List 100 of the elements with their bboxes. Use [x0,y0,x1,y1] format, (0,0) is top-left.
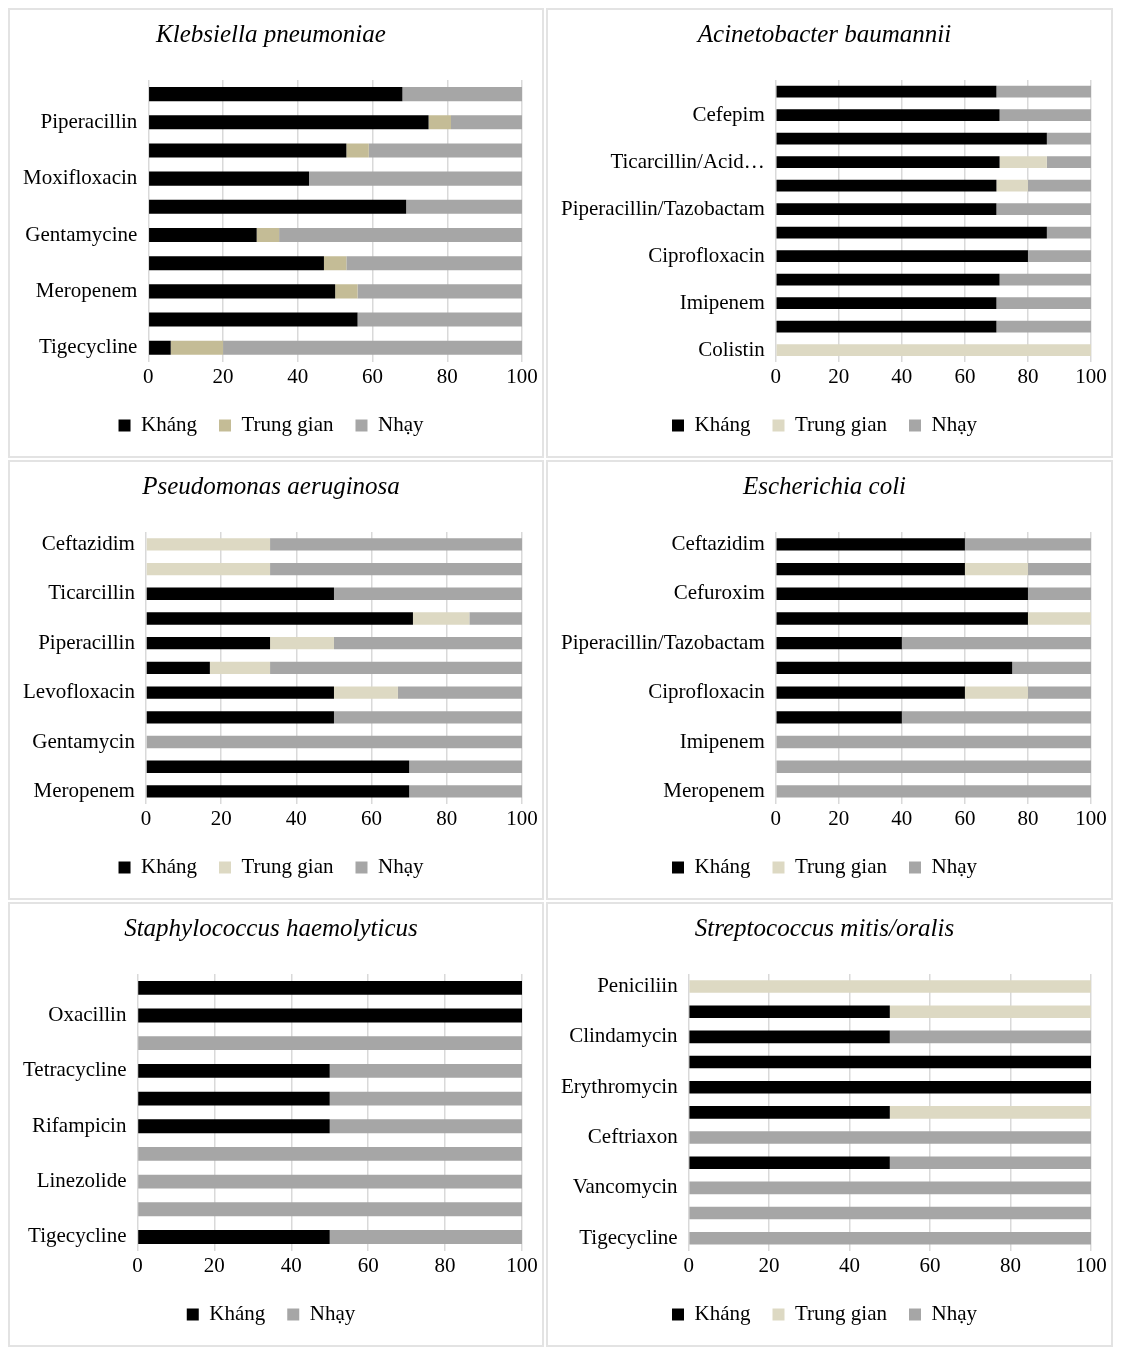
y-tick-label: Vancomycin [572,1174,679,1199]
y-tick-label: Oxacillin [48,1002,127,1027]
y-tick-label: Piperacillin/Tazobactam [560,629,765,654]
x-tick-label: 0 [143,363,154,388]
bar [146,562,271,576]
bar [451,115,522,130]
x-tick-label: 100 [506,805,538,830]
legend-label: Kháng [141,412,198,437]
y-tick-label: Erythromycin [561,1073,679,1098]
y-tick-label: Moxifloxacin [23,165,138,190]
y-tick-label: Tigecycline [28,1223,127,1248]
bar [357,312,522,327]
y-tick-label: Ceftazidim [41,530,135,555]
bar [270,562,522,576]
x-tick-label: 80 [436,805,458,830]
bar [409,785,522,798]
bar [776,273,1000,286]
chart-title: Staphylococcus haemolyticus [124,913,418,941]
y-tick-label: Linezolide [36,1168,127,1193]
bar [776,320,997,333]
bar [146,538,271,551]
bar [776,637,902,650]
bar [1012,661,1091,675]
chart-title: Pseudomonas aeruginosa [141,471,400,499]
bar [412,612,470,625]
chart-title: Streptococcus mitis/oralis [694,913,955,941]
bar [776,785,1091,798]
bar [776,109,1000,122]
bar [996,320,1091,333]
bar [397,686,522,699]
y-tick-label: Ciprofloxacin [648,679,766,704]
x-tick-label: 20 [212,363,234,388]
bar [776,735,1091,749]
y-tick-label: Tetracycline [22,1057,127,1082]
bar [776,661,1013,675]
bar [776,587,1028,600]
bar [346,256,522,271]
bar [776,562,965,576]
bar [1027,612,1091,625]
bar [1027,686,1091,699]
x-tick-label: 60 [919,1252,941,1277]
bar [776,711,902,724]
x-tick-label: 0 [140,805,152,830]
bar [901,637,1091,650]
y-tick-label: Ceftazidim [671,530,765,555]
legend-label: Trung gian [795,1301,888,1326]
bar [333,637,522,650]
bar [149,199,407,214]
bar [270,538,522,551]
x-tick-label: 20 [210,805,232,830]
bar [776,297,997,309]
y-tick-label: Levofloxacin [23,679,136,704]
chart-title: Acinetobacter baumannii [695,19,952,47]
legend-label: Nhạy [309,1301,356,1326]
bar [996,297,1091,309]
bar [149,312,358,327]
y-tick-label: Ceftriaxon [587,1124,679,1149]
x-tick-label: 40 [839,1252,861,1277]
bar [402,87,522,102]
y-tick-label: Imipenem [679,728,765,753]
y-tick-label: Tigecycline [579,1224,678,1249]
legend-label: Kháng [694,412,752,437]
bar [146,711,334,724]
legend-label: Trung gian [241,412,334,437]
y-tick-label: Tigecycline [38,334,138,359]
bar [146,612,413,625]
bar [1046,226,1091,239]
legend-label: Trung gian [241,854,334,879]
bar [149,256,324,271]
bar [146,686,334,699]
bar [776,179,997,192]
bar [776,156,1000,169]
x-tick-label: 60 [361,805,383,830]
bar [776,203,997,216]
legend-label: Nhạy [377,854,424,879]
x-tick-label: 80 [434,1252,456,1277]
chart-title: Escherichia coli [741,471,907,499]
bar [149,284,336,299]
x-tick-label: 0 [770,363,782,388]
bar [999,109,1091,122]
bar [149,171,309,186]
x-tick-label: 80 [1000,1252,1022,1277]
x-tick-label: 40 [287,363,309,388]
y-tick-label: Piperacillin [40,108,138,133]
x-tick-label: 0 [683,1252,694,1277]
bar [996,179,1028,192]
y-tick-label: Clindamycin [569,1023,679,1048]
bar [428,115,451,130]
bar [146,760,410,773]
x-tick-label: 80 [1017,363,1039,388]
y-tick-label: Cefepim [692,101,765,126]
bar [776,250,1028,262]
x-tick-label: 40 [280,1252,302,1277]
bar [776,760,1091,773]
bar [776,85,997,98]
bar [146,785,410,798]
bar [146,661,210,675]
x-tick-label: 60 [954,805,976,830]
bar [270,637,334,650]
bar [368,143,522,158]
